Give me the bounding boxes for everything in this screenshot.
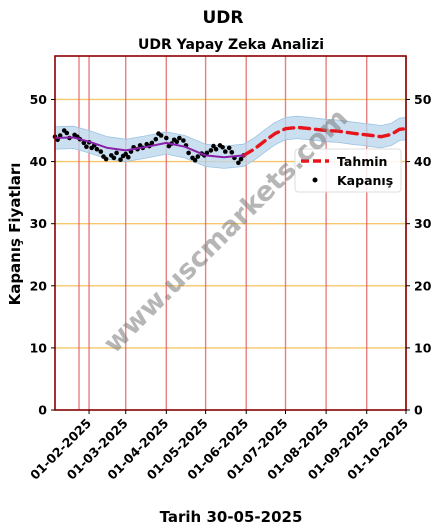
data-point xyxy=(118,157,123,162)
data-point xyxy=(98,149,104,154)
y-tick-label: 50 xyxy=(30,92,48,107)
y-tick-label: 30 xyxy=(30,216,48,231)
y-tick-label: 0 xyxy=(38,403,47,418)
data-point xyxy=(186,150,191,156)
chart-suptitle: UDR xyxy=(202,8,243,28)
series-line-tahmin xyxy=(241,125,408,158)
data-point xyxy=(236,160,241,166)
y-tick-label: 40 xyxy=(30,154,48,169)
data-point xyxy=(84,144,89,149)
legend-box xyxy=(294,148,402,193)
data-point xyxy=(177,135,182,141)
plot-frame xyxy=(54,55,407,411)
y-tick-label-right: 30 xyxy=(414,216,432,231)
y-tick-label-right: 50 xyxy=(414,92,432,107)
data-point xyxy=(123,151,128,157)
y-tick-label-right: 10 xyxy=(414,340,432,355)
data-point xyxy=(192,158,198,163)
data-point xyxy=(213,146,219,152)
chart-title: UDR Yapay Zeka Analizi xyxy=(138,37,324,53)
data-point xyxy=(211,143,216,149)
data-point xyxy=(94,146,100,152)
data-point xyxy=(64,130,70,136)
plot-background xyxy=(55,56,406,410)
y-tick-label: 10 xyxy=(30,340,48,355)
data-point xyxy=(158,133,164,138)
data-point xyxy=(149,140,155,146)
data-point xyxy=(226,145,232,151)
data-point xyxy=(57,133,63,138)
data-point xyxy=(174,139,180,144)
legend-label-kapanis: Kapanış xyxy=(337,173,393,188)
legend: Tahmin Kapanış xyxy=(294,148,402,193)
data-point xyxy=(81,140,87,146)
legend-label-tahmin: Tahmin xyxy=(337,154,387,169)
data-point xyxy=(181,138,186,143)
y-tick-label-right: 40 xyxy=(414,154,432,169)
data-point xyxy=(153,136,159,142)
legend-swatch-kapanis xyxy=(312,177,318,183)
y-tick-label: 20 xyxy=(30,278,48,293)
data-point xyxy=(103,156,109,162)
data-point xyxy=(208,148,214,153)
data-point xyxy=(229,150,235,155)
data-point xyxy=(195,154,201,159)
data-point xyxy=(223,149,228,154)
data-point xyxy=(220,145,225,150)
y-axis-label: Kapanış Fiyatları xyxy=(6,163,24,306)
data-point xyxy=(111,155,117,161)
data-point xyxy=(164,135,169,141)
data-point xyxy=(126,154,131,160)
y-tick-label-right: 20 xyxy=(414,278,432,293)
x-axis-label: Tarih 30-05-2025 xyxy=(160,508,303,526)
data-point xyxy=(114,150,119,156)
data-point xyxy=(238,156,244,162)
data-point xyxy=(204,150,210,156)
trend-line xyxy=(54,136,245,159)
y-tick-label-right: 0 xyxy=(414,403,423,418)
